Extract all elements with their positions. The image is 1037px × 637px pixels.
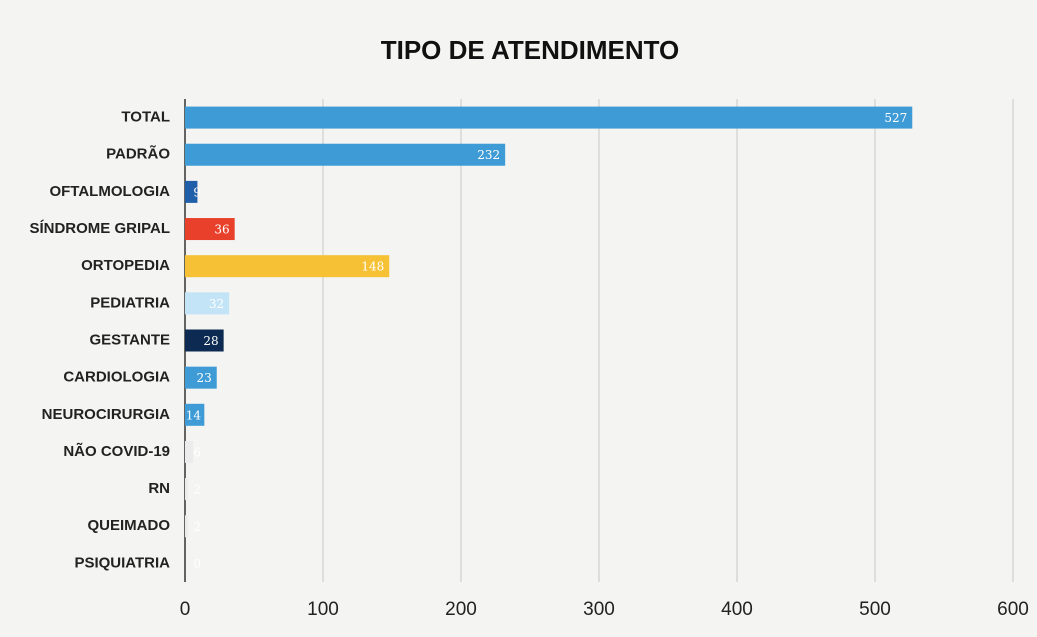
- y-tick-label: GESTANTE: [89, 331, 170, 348]
- chart-title: TIPO DE ATENDIMENTO: [381, 35, 680, 65]
- bar: [185, 255, 390, 278]
- value-label: 6: [193, 445, 201, 459]
- bar: [185, 292, 230, 315]
- value-label: 32: [209, 297, 224, 311]
- y-tick-label: ORTOPEDIA: [81, 257, 170, 274]
- bar: [185, 180, 198, 203]
- value-label: 23: [196, 371, 211, 385]
- value-label: 0: [193, 557, 201, 571]
- y-tick-label: NEUROCIRURGIA: [42, 406, 171, 423]
- x-tick-label: 0: [180, 599, 191, 620]
- value-label: 9: [193, 185, 201, 199]
- x-tick-label: 100: [307, 599, 339, 620]
- bar: [185, 329, 224, 352]
- bar: [185, 366, 217, 389]
- value-label: 14: [186, 408, 202, 422]
- value-label: 527: [884, 111, 907, 125]
- y-tick-label: PEDIATRIA: [90, 294, 170, 311]
- y-tick-label: SÍNDROME GRIPAL: [29, 220, 170, 237]
- bar: [185, 440, 194, 463]
- y-tick-label: CARDIOLOGIA: [63, 369, 170, 386]
- y-tick-label: PADRÃO: [106, 145, 170, 163]
- value-label: 36: [214, 223, 229, 237]
- x-tick-label: 600: [997, 599, 1029, 620]
- bar: [185, 403, 205, 426]
- value-label: 232: [477, 148, 500, 162]
- x-tick-label: 500: [859, 599, 891, 620]
- x-tick-label: 300: [583, 599, 615, 620]
- value-label: 28: [203, 334, 218, 348]
- bar: [185, 218, 235, 241]
- value-label: 148: [361, 260, 384, 274]
- y-tick-label: OFTALMOLOGIA: [49, 183, 170, 200]
- y-tick-label: RN: [148, 480, 170, 497]
- y-tick-label: TOTAL: [121, 109, 170, 126]
- y-tick-label: PSIQUIATRIA: [74, 554, 170, 571]
- x-tick-label: 400: [721, 599, 753, 620]
- y-tick-label: QUEIMADO: [88, 517, 171, 534]
- bar: [185, 143, 506, 166]
- x-tick-label: 200: [445, 599, 477, 620]
- value-label: 2: [193, 520, 201, 534]
- bar: [185, 478, 188, 501]
- bar: [185, 515, 188, 538]
- bar: [185, 106, 913, 129]
- value-label: 2: [193, 483, 201, 497]
- y-tick-label: NÃO COVID-19: [63, 442, 170, 460]
